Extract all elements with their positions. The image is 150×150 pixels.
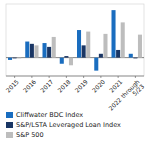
bar xyxy=(138,35,142,58)
bar xyxy=(64,56,68,58)
legend-label: S&P/LSTA Leveraged Loan Index xyxy=(16,121,121,129)
bar xyxy=(121,22,125,57)
bar xyxy=(8,58,12,60)
x-tick-label: 2016 xyxy=(22,78,38,94)
bar xyxy=(60,58,64,64)
bar xyxy=(69,58,73,66)
bar xyxy=(94,58,98,71)
bar xyxy=(103,34,107,58)
x-tick-label: 2020 xyxy=(91,78,107,94)
bar xyxy=(99,54,103,58)
bars xyxy=(6,10,144,71)
x-tick-label: 2019 xyxy=(73,78,89,94)
legend-swatch xyxy=(6,132,13,138)
legend-label: Cliffwater BDC Index xyxy=(16,111,83,119)
plot-frame xyxy=(6,4,144,76)
x-tick-label: 2018 xyxy=(56,78,72,94)
x-tick-label: 2015 xyxy=(4,78,20,94)
bar xyxy=(30,44,34,58)
legend-label: S&P 500 xyxy=(16,131,44,139)
bar xyxy=(82,45,86,57)
bar xyxy=(34,45,38,57)
bar xyxy=(52,37,56,58)
bar xyxy=(43,43,47,58)
bar xyxy=(129,54,133,58)
chart-container: 20152016201720182019202020212022 through… xyxy=(0,0,150,150)
bar xyxy=(112,10,116,57)
chart: 20152016201720182019202020212022 through… xyxy=(0,0,150,150)
bar xyxy=(47,47,51,58)
x-tick-label: 2017 xyxy=(39,78,55,94)
bar xyxy=(116,50,120,58)
bar xyxy=(77,30,81,58)
legend: Cliffwater BDC Index S&P/LSTA Leveraged L… xyxy=(6,111,121,139)
bar xyxy=(17,57,21,59)
x-axis xyxy=(6,76,144,77)
bar xyxy=(25,42,29,58)
bar xyxy=(133,57,137,59)
x-tick-label: 2022 through5/23 xyxy=(107,78,146,117)
bar xyxy=(86,32,90,58)
legend-swatch xyxy=(6,122,13,128)
legend-swatch xyxy=(6,112,13,118)
bar xyxy=(13,57,17,59)
